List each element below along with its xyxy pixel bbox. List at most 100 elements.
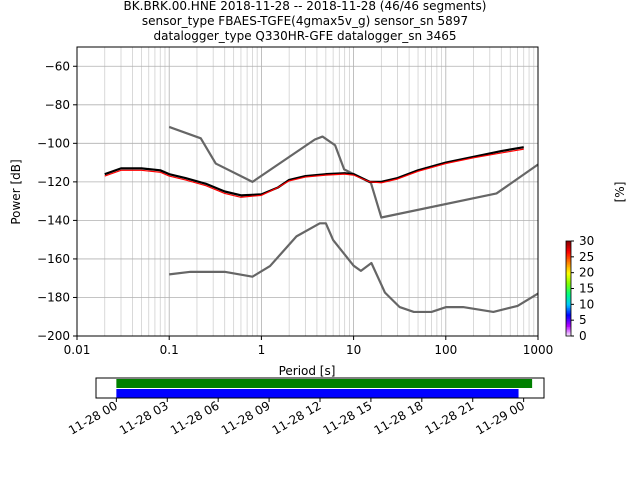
- colorbar-segment: [566, 286, 571, 289]
- colorbar-segment: [566, 317, 571, 320]
- colorbar-segment: [566, 304, 571, 307]
- colorbar-segment: [566, 258, 571, 261]
- y-tick-label: −180: [37, 290, 70, 304]
- colorbar-segment: [566, 242, 571, 245]
- segment-tick-label: 11-28 03: [117, 398, 171, 437]
- colorbar-segment: [566, 324, 571, 327]
- colorbar-tick-label: 30: [579, 234, 594, 248]
- colorbar-segment: [566, 294, 571, 297]
- colorbar-tick-label: 20: [579, 266, 594, 280]
- colorbar-tick-label: 10: [579, 297, 594, 311]
- colorbar-segment: [566, 267, 571, 270]
- colorbar-segment: [566, 275, 571, 278]
- colorbar-segment: [566, 302, 571, 305]
- colorbar-segment: [566, 328, 571, 331]
- segment-tick-label: 11-28 09: [219, 398, 273, 437]
- colorbar-segment: [566, 334, 571, 337]
- colorbar-segment: [566, 293, 571, 296]
- new-low-noise-model-line: [169, 222, 539, 314]
- colorbar-tick-label: 0: [579, 329, 587, 343]
- colorbar-segment: [566, 291, 571, 294]
- colorbar-segment: [566, 312, 571, 315]
- title-line-2: sensor_type FBAES-TGFE(4gmax5v_g) sensor…: [142, 14, 468, 28]
- colorbar-segment: [566, 296, 571, 299]
- colorbar-segment: [566, 332, 571, 335]
- colorbar-segment: [566, 271, 571, 274]
- segment-tick-label: 11-28 21: [423, 398, 477, 437]
- colorbar-segment: [566, 307, 571, 310]
- x-axis-label: Period [s]: [279, 364, 336, 378]
- colorbar-segment: [566, 318, 571, 321]
- colorbar-segment: [566, 255, 571, 258]
- segment-bar: [116, 379, 533, 388]
- colorbar-segment: [566, 260, 571, 263]
- x-tick-label: 1: [258, 343, 266, 357]
- colorbar-segment: [566, 261, 571, 264]
- colorbar-segment: [566, 309, 571, 312]
- colorbar-tick-label: 25: [579, 250, 594, 264]
- colorbar-segment: [566, 285, 571, 288]
- colorbar-label: [%]: [613, 182, 627, 203]
- colorbar-segment: [566, 274, 571, 277]
- y-tick-label: −80: [45, 98, 70, 112]
- colorbar-segment: [566, 282, 571, 285]
- colorbar-segment: [566, 290, 571, 293]
- colorbar-segment: [566, 269, 571, 272]
- colorbar-segment: [566, 329, 571, 332]
- segment-tick-label: 11-28 18: [372, 398, 426, 437]
- colorbar-segment: [566, 253, 571, 256]
- colorbar-tick-label: 5: [579, 313, 587, 327]
- colorbar-segment: [566, 299, 571, 302]
- y-tick-label: −160: [37, 252, 70, 266]
- colorbar-segment: [566, 326, 571, 329]
- x-tick-label: 100: [434, 343, 457, 357]
- colorbar-segment: [566, 288, 571, 291]
- grid: [76, 47, 539, 337]
- colorbar-segment: [566, 263, 571, 266]
- segment-tick-label: 11-28 00: [66, 398, 120, 437]
- colorbar-segment: [566, 283, 571, 286]
- colorbar-segment: [566, 305, 571, 308]
- colorbar-segment: [566, 280, 571, 283]
- y-tick-label: −140: [37, 213, 70, 227]
- segment-tick-label: 11-28 12: [270, 398, 324, 437]
- x-tick-label: 0.1: [160, 343, 179, 357]
- colorbar-segment: [566, 272, 571, 275]
- colorbar-segment: [566, 331, 571, 334]
- colorbar-tick-label: 15: [579, 282, 594, 296]
- segment-tick-label: 11-29 00: [473, 398, 527, 437]
- colorbar-segment: [566, 241, 571, 244]
- colorbar-segment: [566, 264, 571, 267]
- plot-frame: [76, 46, 539, 337]
- segment-tick-label: 11-28 15: [321, 398, 375, 437]
- mean-line: [104, 148, 524, 198]
- colorbar-segment: [566, 315, 571, 318]
- colorbar-segment: [566, 250, 571, 253]
- colorbar-segment: [566, 279, 571, 282]
- colorbar-segment: [566, 310, 571, 313]
- colorbar-segment: [566, 252, 571, 255]
- title-line-1: BK.BRK.00.HNE 2018-11-28 -- 2018-11-28 (…: [124, 0, 487, 13]
- mode-line: [104, 146, 524, 197]
- colorbar-segment: [566, 244, 571, 247]
- colorbar-segment: [566, 313, 571, 316]
- colorbar-segment: [566, 298, 571, 301]
- y-tick-label: −60: [45, 59, 70, 73]
- y-tick-label: −120: [37, 175, 70, 189]
- x-tick-label: 0.01: [64, 343, 91, 357]
- plot-area: 0.01 0.1 1 10 100 1000 −60 −80 −100 −120 −140 −160 −…: [37, 46, 554, 357]
- colorbar-segment: [566, 247, 571, 250]
- colorbar-segment: [566, 321, 571, 324]
- x-tick-label: 1000: [523, 343, 554, 357]
- segment-bar: [116, 389, 519, 398]
- colorbar-segment: [566, 301, 571, 304]
- colorbar-segment: [566, 320, 571, 323]
- colorbar-segment: [566, 248, 571, 251]
- colorbar-segment: [566, 256, 571, 259]
- colorbar-segment: [566, 277, 571, 280]
- colorbar-segment: [566, 245, 571, 248]
- colorbar-segment: [566, 323, 571, 326]
